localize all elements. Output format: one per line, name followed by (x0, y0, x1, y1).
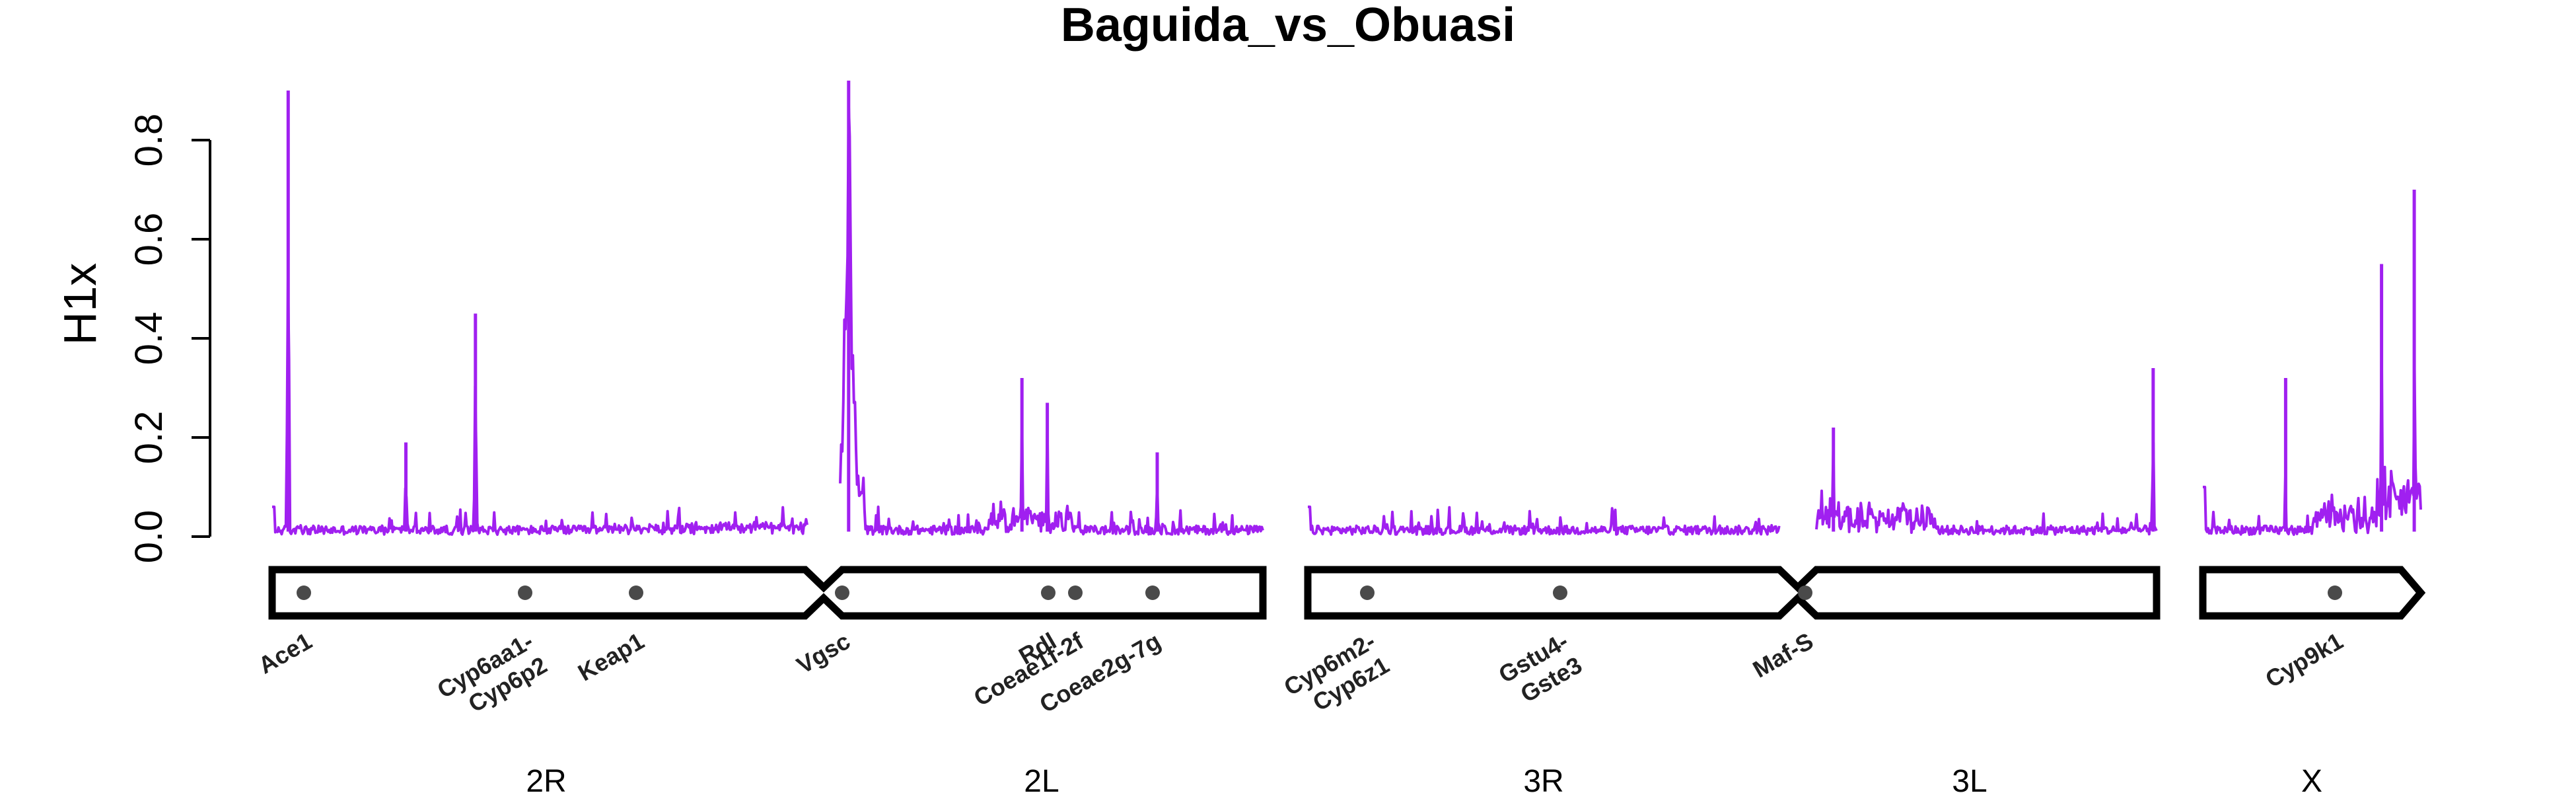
gene-dot (1360, 585, 1375, 600)
gene-label: Ace1 (254, 627, 316, 679)
gene-label: Keap1 (573, 627, 649, 687)
gene-label: Maf-S (1748, 627, 1818, 683)
y-tick-label: 0.4 (127, 312, 170, 365)
y-tick-label: 0.0 (127, 510, 170, 564)
gene-dot (629, 585, 643, 600)
arm-label-3L: 3L (1952, 764, 1987, 793)
y-axis: 0.0 0.2 0.4 0.6 0.8 (127, 114, 211, 564)
trace-2R (271, 276, 808, 536)
gene-label: Cyp9k1 (2261, 627, 2347, 693)
gene-label-line: Ace1 (254, 627, 316, 679)
y-tick-label: 0.6 (127, 213, 170, 266)
gene-dot (1041, 585, 1055, 600)
arm-label-X: X (2301, 764, 2322, 793)
gene-dot (835, 585, 849, 600)
chart-title: Baguida_vs_Obuasi (1061, 0, 1515, 52)
gene-dot (1068, 585, 1083, 600)
chromosome-ideogram (268, 566, 2426, 620)
gene-dot (1145, 585, 1160, 600)
gene-dot (297, 585, 311, 600)
y-axis-label: H1x (54, 263, 106, 345)
gene-label-line: Cyp9k1 (2261, 627, 2347, 693)
y-tick-label: 0.8 (127, 114, 170, 167)
gene-dot (2328, 585, 2342, 600)
arm-label-2L: 2L (1024, 764, 1059, 793)
trace-X (2202, 340, 2422, 536)
gene-dot (1553, 585, 1567, 600)
arm-label-3R: 3R (1523, 764, 1563, 793)
arm-label-2R: 2R (526, 764, 566, 793)
gene-dot (518, 585, 532, 600)
gene-label: Cyp6aa1-Cyp6p2 (433, 627, 552, 728)
trace-2L (839, 101, 1264, 536)
gene-label: Cyp6m2-Cyp6z1 (1279, 627, 1394, 725)
chromosome-2 (268, 566, 1267, 620)
gene-label-line: Vgsc (792, 627, 855, 679)
gene-label: Vgsc (792, 627, 855, 679)
gene-label: Gstu4-Gste3 (1494, 627, 1587, 712)
trace-3L (1815, 441, 2158, 536)
gene-label-line: Keap1 (573, 627, 649, 687)
y-tick-label: 0.2 (127, 411, 170, 465)
trace-3R (1307, 506, 1781, 536)
chromosome-X (2199, 566, 2426, 620)
chromosome-3 (1304, 566, 2161, 620)
gene-label-line: Maf-S (1748, 627, 1818, 683)
h1x-trace-layer (271, 81, 2422, 536)
gene-dot (1798, 585, 1812, 600)
arm-labels: 2R 2L 3R 3L X (526, 764, 2322, 793)
